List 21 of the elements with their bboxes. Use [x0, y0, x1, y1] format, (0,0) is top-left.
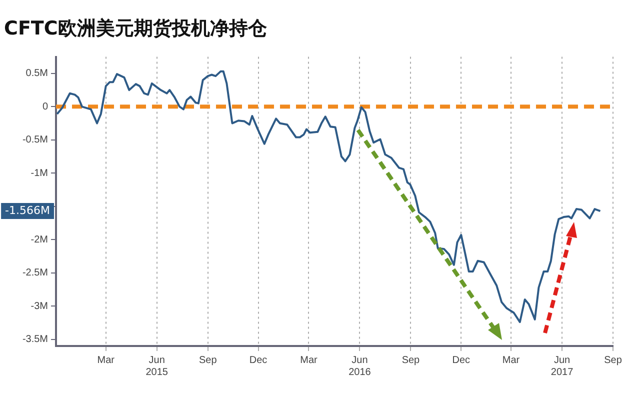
x-tick-label: Dec	[249, 354, 268, 366]
x-tick-label: Jun 2017	[550, 354, 574, 378]
x-tick-label: Jun 2016	[348, 354, 372, 378]
x-tick-label: Mar	[502, 354, 520, 366]
y-tick-label: -3.5M	[22, 334, 48, 346]
y-tick-label: 0.5M	[26, 68, 48, 80]
y-tick-label: -2.5M	[22, 268, 48, 279]
y-tick-label: -0.5M	[22, 134, 48, 146]
x-tick-label: Sep	[402, 354, 420, 366]
chart-title: CFTC欧洲美元期货投机净持仓	[4, 17, 268, 40]
y-tick-label: -3M	[30, 300, 48, 312]
x-tick-label: Mar	[300, 354, 318, 366]
y-tick-label: -2M	[30, 234, 48, 246]
x-tick-label: Dec	[452, 354, 470, 366]
x-tick-label: Mar	[97, 354, 116, 366]
y-tick-label: 0	[42, 101, 48, 112]
x-tick-label: Sep	[604, 354, 622, 366]
text: -1.566M	[5, 204, 50, 217]
y-tick-label: -1M	[30, 168, 48, 179]
x-tick-label: Jun 2015	[146, 354, 168, 378]
x-tick-label: Sep	[198, 354, 218, 366]
